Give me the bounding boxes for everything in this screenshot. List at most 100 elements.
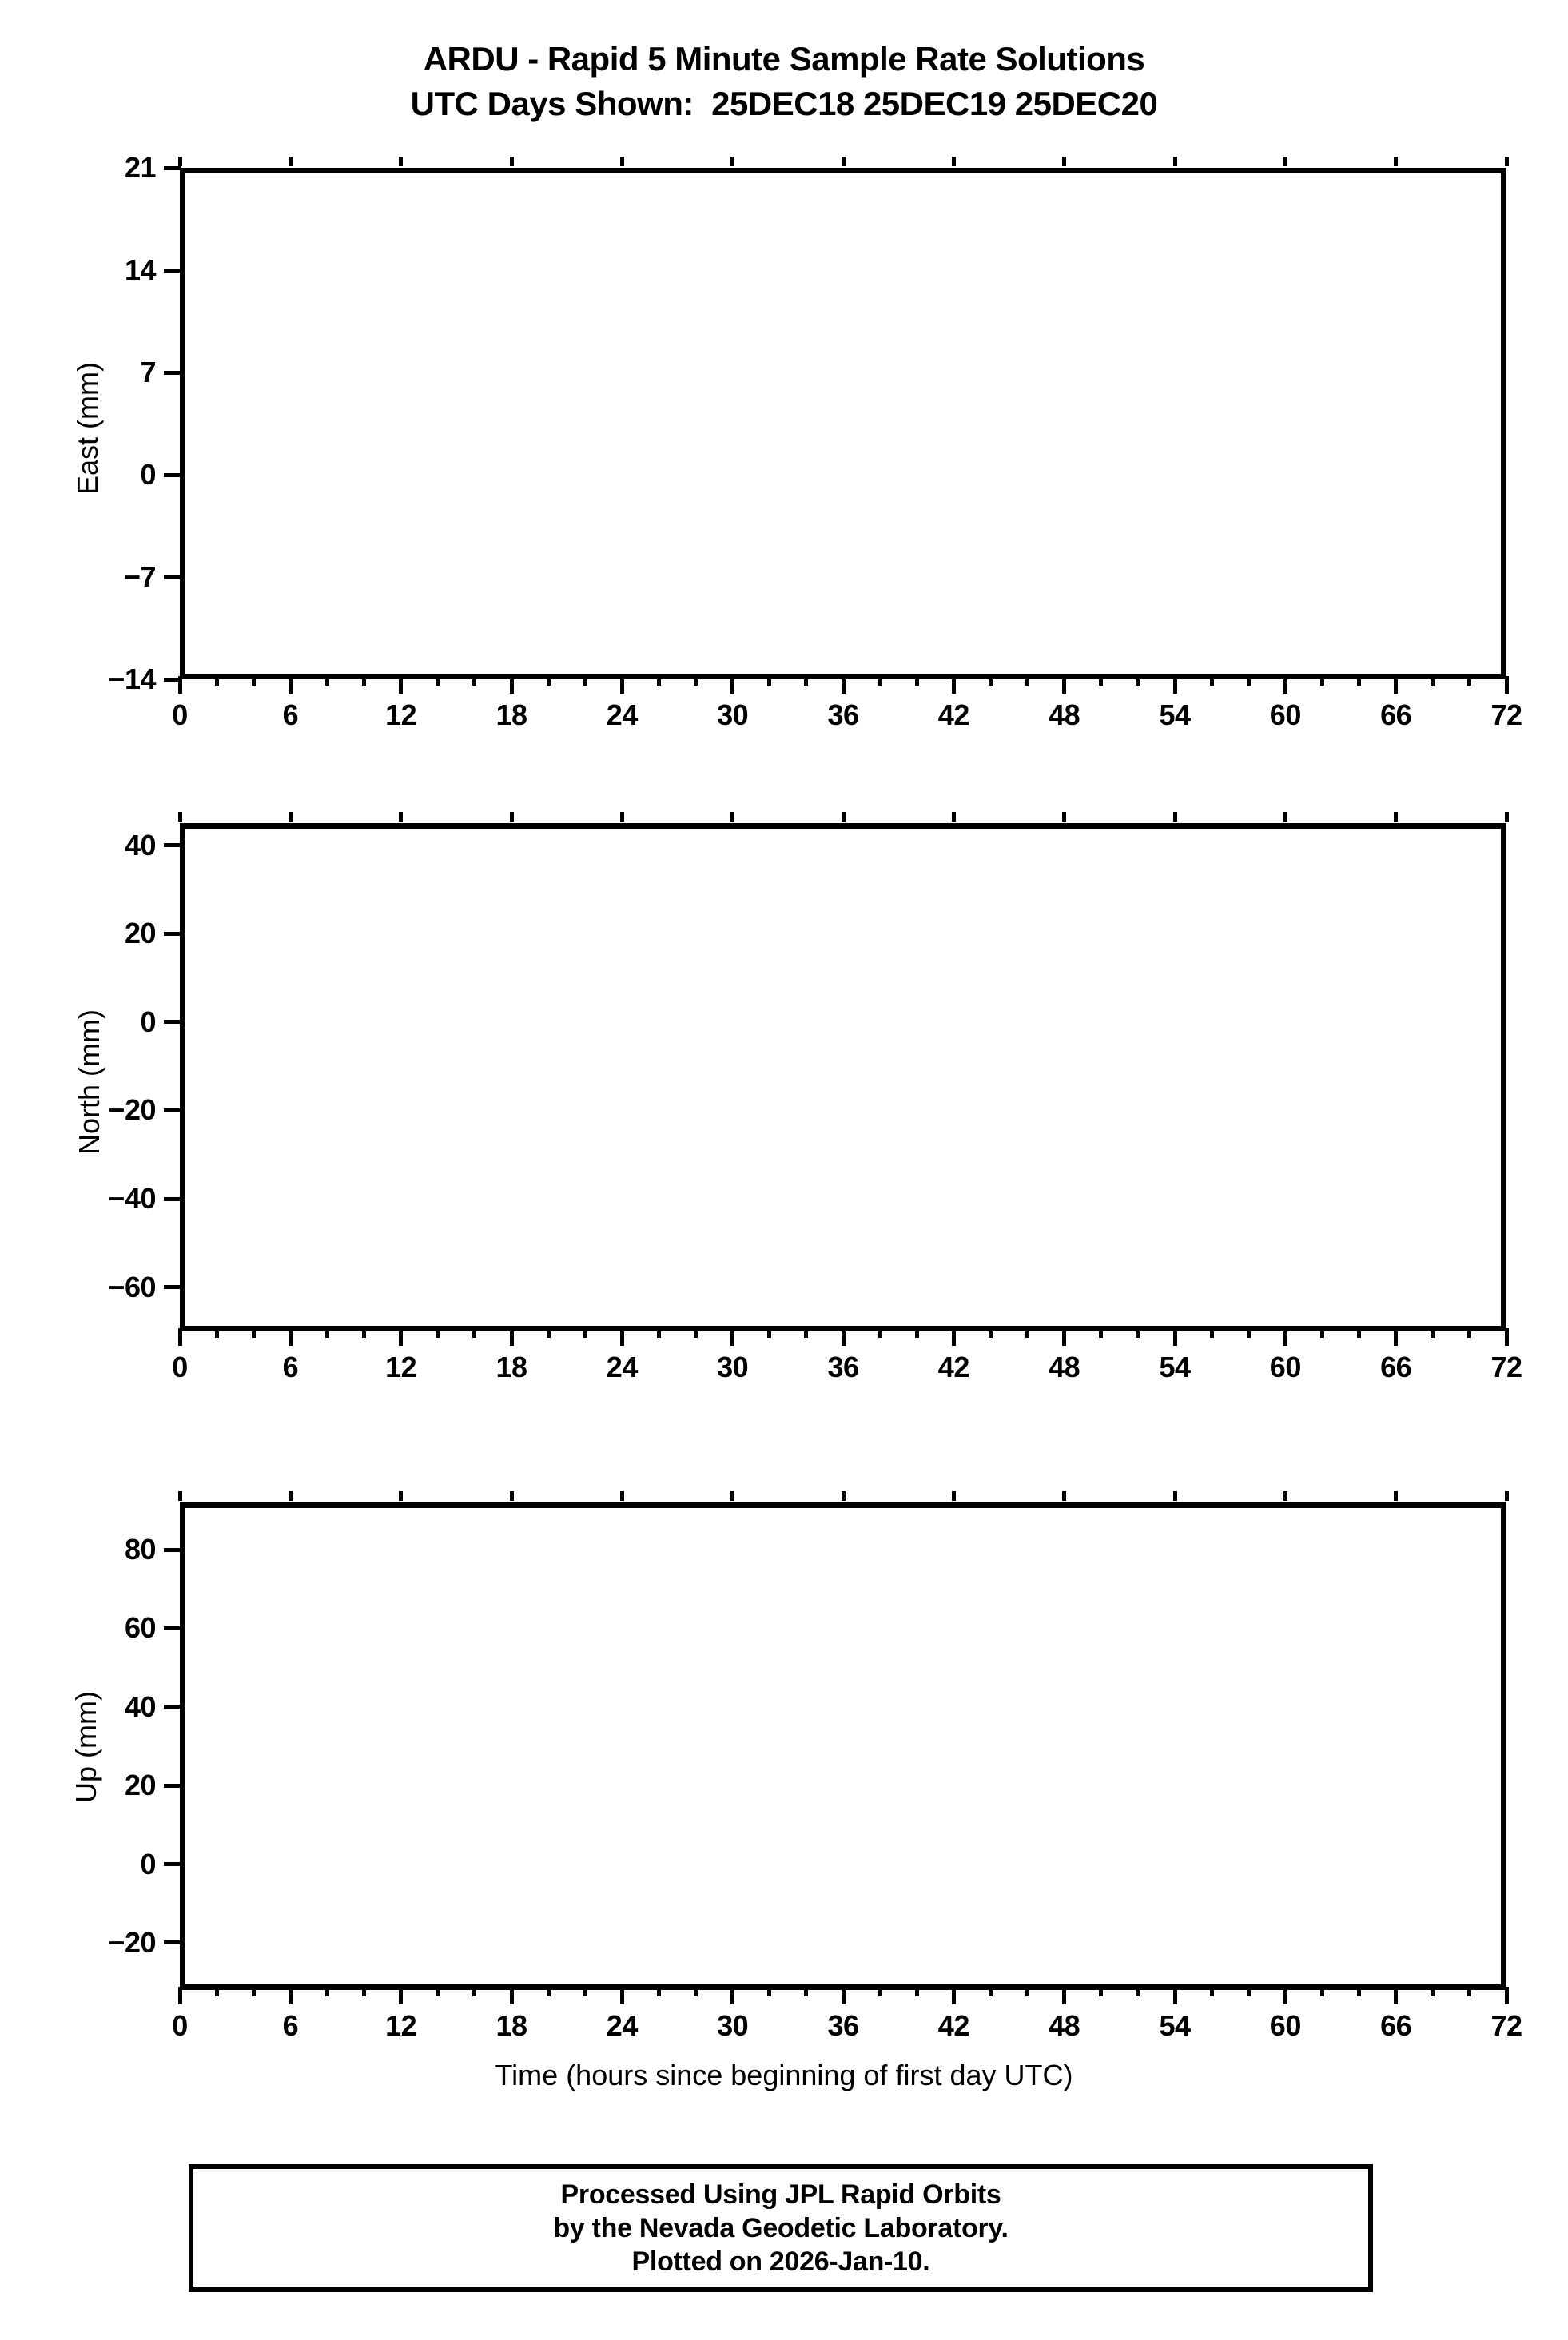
y-tick-major [164,1862,181,1867]
x-tick-minor [362,676,367,686]
x-tick-major [1504,1328,1509,1346]
x-tick-minor [546,676,551,686]
x-tick-top [399,812,404,822]
x-tick-label: 24 [606,2009,639,2042]
y-tick-label: −60 [108,1270,156,1303]
x-tick-label: 24 [606,698,639,731]
x-tick-minor [472,1987,477,1996]
x-tick-label: 0 [172,698,188,731]
x-tick-minor [583,676,587,686]
x-tick-major [841,1328,846,1346]
x-tick-top [730,812,735,822]
x-tick-minor [1319,1987,1324,1996]
footer-box: Processed Using JPL Rapid Orbits by the … [189,2164,1373,2292]
x-tick-top [177,1491,182,1501]
x-tick-major [1504,1987,1509,2004]
x-tick-top [1394,812,1399,822]
x-tick-top [951,157,956,166]
x-tick-top [1172,812,1177,822]
x-tick-major [1062,1328,1067,1346]
x-tick-minor [1467,1328,1472,1338]
x-tick-top [1172,1491,1177,1501]
x-tick-top [730,1491,735,1501]
x-tick-minor [472,676,477,686]
y-tick-major [164,1108,181,1112]
y-tick-major [164,1705,181,1709]
x-tick-label: 42 [937,1351,970,1383]
x-tick-major [619,676,624,694]
x-tick-label: 6 [282,2009,299,2042]
x-tick-minor [1431,1328,1435,1338]
x-tick-major [1062,1987,1067,2004]
y-tick-major [164,472,181,477]
x-tick-label: 48 [1049,1351,1080,1383]
x-tick-label: 36 [827,2009,859,2042]
x-tick-minor [583,1987,587,1996]
x-tick-label: 18 [495,2009,527,2042]
x-tick-minor [214,1328,219,1338]
x-tick-major [1172,1328,1177,1346]
y-tick-label: −20 [108,1925,156,1959]
x-tick-label: 72 [1490,1351,1522,1383]
x-tick-top [841,812,846,822]
x-tick-top [509,157,514,166]
x-tick-top [841,157,846,166]
y-tick-label: 0 [140,1005,156,1038]
x-tick-minor [1246,1987,1251,1996]
x-tick-minor [214,676,219,686]
title-line-2: UTC Days Shown: 25DEC18 25DEC19 25DEC20 [410,85,1158,122]
y-tick-major [164,370,181,375]
x-tick-major [399,1987,404,2004]
x-tick-label: 54 [1159,1351,1191,1383]
x-tick-minor [914,1328,919,1338]
x-tick-major [951,1987,956,2004]
x-tick-top [177,812,182,822]
y-tick-major [164,843,181,848]
x-tick-major [1504,676,1509,694]
x-tick-major [619,1328,624,1346]
y-tick-label: 20 [124,917,157,950]
x-tick-major [1283,676,1287,694]
x-tick-major [1394,1987,1399,2004]
x-tick-minor [1431,1987,1435,1996]
plot-frame-up [180,1502,1506,1990]
x-tick-minor [1357,1328,1362,1338]
x-tick-minor [878,1987,882,1996]
x-tick-top [1062,157,1067,166]
panel-north [164,812,1509,1346]
panel-up [164,1491,1509,2004]
x-tick-minor [988,1328,993,1338]
x-tick-minor [436,1987,440,1996]
y-tick-label: 20 [124,1769,157,1802]
x-tick-minor [324,676,329,686]
axis-title-east: East (mm) [71,362,104,495]
x-tick-top [619,1491,624,1501]
x-tick-major [841,1987,846,2004]
x-tick-minor [914,676,919,686]
y-tick-major [164,1940,181,1945]
y-tick-major [164,1285,181,1290]
x-tick-minor [1099,1328,1104,1338]
x-tick-label: 72 [1490,2009,1522,2042]
x-tick-label: 24 [606,1351,639,1383]
x-tick-major [177,1328,182,1346]
footer-line-1: Processed Using JPL Rapid Orbits [560,2179,1001,2210]
x-tick-label: 0 [172,2009,188,2042]
x-tick-top [1283,157,1287,166]
x-tick-minor [1099,676,1104,686]
x-tick-minor [1246,1328,1251,1338]
x-tick-major [1062,676,1067,694]
x-tick-major [509,1328,514,1346]
figure-title: ARDU - Rapid 5 Minute Sample Rate Soluti… [0,37,1568,126]
x-tick-top [399,1491,404,1501]
x-tick-top [509,812,514,822]
x-tick-top [177,157,182,166]
x-tick-label: 66 [1380,2009,1412,2042]
x-tick-label: 12 [385,1351,417,1383]
x-tick-minor [1099,1987,1104,1996]
x-tick-minor [1025,676,1030,686]
x-tick-major [730,1987,735,2004]
x-tick-minor [472,1328,477,1338]
x-tick-label: 36 [827,1351,859,1383]
x-tick-label: 66 [1380,698,1412,731]
